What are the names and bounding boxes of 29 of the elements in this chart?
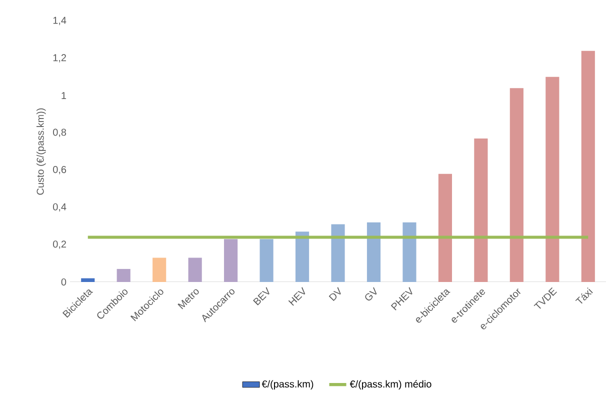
y-axis-title: Custo (€/(pass.km)) [36,108,46,195]
bar [546,76,560,282]
y-tick-label: 1,2 [53,54,66,62]
y-tick-label: 0,2 [53,240,66,249]
x-tick-label: DV [328,287,341,302]
bar [152,258,166,282]
y-tick-label: 0,6 [53,166,66,174]
y-tick-label: 0,4 [53,203,66,212]
y-tick-label: 1,4 [53,16,66,26]
bar [224,239,238,282]
bar [295,232,310,282]
x-tick-label: GV [365,287,377,300]
x-tick-label: Táxi [575,288,593,304]
bar [366,222,381,282]
legend-label: €/(pass.km) médio [350,380,432,390]
bar [581,50,595,282]
bar [260,239,274,282]
y-tick-label: 0 [61,278,66,286]
y-tick-label: 0,8 [53,128,66,137]
y-tick-label: 1 [62,92,66,99]
bar [474,138,488,282]
bar [81,278,95,282]
bar [510,88,524,282]
bar [188,258,202,282]
bar [402,222,416,282]
bar [331,224,345,282]
bar [438,174,452,282]
legend-label: €/(pass.km) [262,380,314,390]
bar [116,268,130,282]
